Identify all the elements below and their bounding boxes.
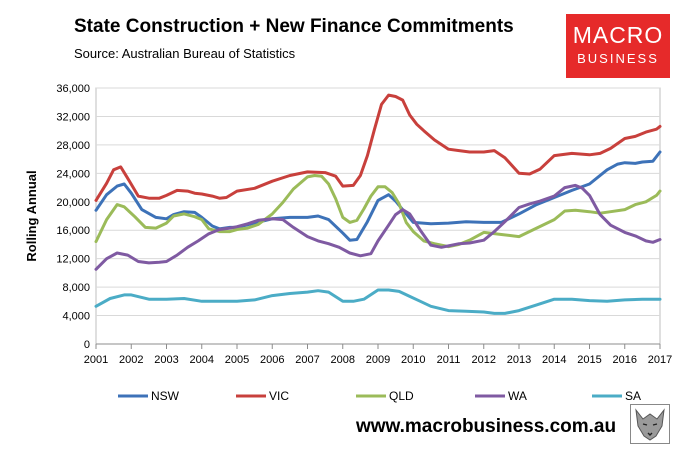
series-line-nsw: [94, 150, 662, 242]
chart-title: State Construction + New Finance Commitm…: [74, 16, 514, 37]
x-tick-label: 2016: [613, 354, 637, 366]
gridlines: [96, 87, 660, 317]
x-tick-label: 2004: [190, 354, 214, 366]
series-line-sa: [94, 288, 662, 315]
x-tick-label: 2017: [648, 354, 672, 366]
x-tick-label: 2008: [331, 354, 355, 366]
y-tick-label: 16,000: [56, 225, 90, 237]
series-line-wa: [94, 183, 662, 271]
x-tick-label: 2007: [295, 354, 319, 366]
x-tick-label: 2001: [84, 354, 108, 366]
y-tick-label: 12,000: [56, 254, 90, 266]
footer-url: www.macrobusiness.com.au: [356, 416, 617, 437]
y-tick-label: 28,000: [56, 140, 90, 152]
legend: NSW VIC QLD WA SA: [118, 389, 641, 403]
legend-label-nsw: NSW: [151, 389, 180, 403]
y-tick-label: 24,000: [56, 168, 90, 180]
legend-label-qld: QLD: [389, 389, 414, 403]
x-tick-label: 2014: [542, 354, 566, 366]
x-tick-label: 2005: [225, 354, 249, 366]
x-tick-label: 2011: [437, 354, 461, 366]
legend-label-wa: WA: [508, 389, 527, 403]
x-tick-label: 2003: [154, 354, 178, 366]
wolf-logo-icon: [630, 404, 670, 444]
y-tick-label: 20,000: [56, 197, 90, 209]
macrobusiness-logo: MACRO BUSINESS: [566, 14, 670, 78]
logo-line-2: BUSINESS: [577, 51, 659, 66]
x-tick-label: 2013: [507, 354, 531, 366]
logo-line-1: MACRO: [572, 22, 664, 48]
x-tick-label: 2010: [401, 354, 425, 366]
x-tick-label: 2002: [119, 354, 143, 366]
y-axis-ticks: 0 4,000 8,000 12,000 16,000 20,000 24,000 28,00…: [56, 83, 90, 351]
y-tick-label: 0: [84, 339, 90, 351]
legend-label-vic: VIC: [269, 389, 289, 403]
x-tick-label: 2006: [260, 354, 284, 366]
series-line-qld: [94, 174, 662, 249]
chart-source: Source: Australian Bureau of Statistics: [74, 46, 296, 61]
x-tick-label: 2009: [366, 354, 390, 366]
y-tick-label: 8,000: [62, 282, 90, 294]
y-axis-label: Rolling Annual: [24, 170, 39, 261]
y-tick-label: 32,000: [56, 111, 90, 123]
series-line-vic: [94, 93, 662, 202]
y-tick-label: 36,000: [56, 83, 90, 95]
series-lines: [94, 93, 662, 315]
legend-label-sa: SA: [625, 389, 641, 403]
x-tick-label: 2012: [472, 354, 496, 366]
x-axis-ticks: 2001 2002 2003 2004 2005 2006 2007 2008 2009 2010…: [84, 343, 672, 366]
y-tick-label: 4,000: [62, 311, 90, 323]
x-tick-label: 2015: [577, 354, 601, 366]
